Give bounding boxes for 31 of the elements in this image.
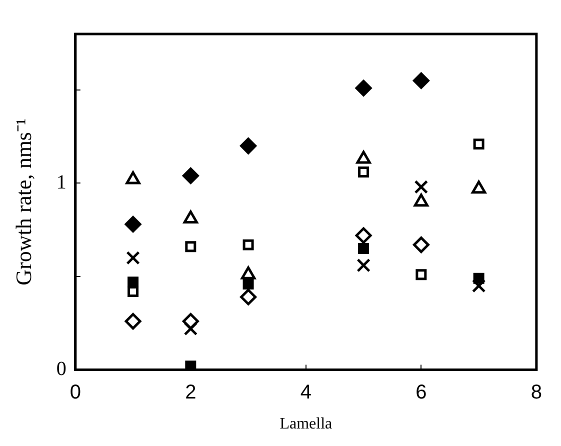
point [416,269,427,280]
point [240,288,257,306]
point [414,180,428,194]
point [240,138,257,154]
point [412,236,430,254]
point [184,322,198,336]
point [355,227,372,244]
point [128,276,139,288]
point [128,286,139,297]
y-axis-title: Growth rate, nms⁻¹ [10,118,36,286]
x-tick-label: 8 [530,381,542,404]
point [472,278,486,293]
point [358,166,370,178]
point [356,258,370,272]
point [355,80,372,96]
x-axis-title: Lamella [280,416,332,433]
point [182,168,199,184]
x-tick-label: 2 [185,381,196,404]
point [358,243,370,254]
point [473,138,484,150]
point [242,239,254,250]
point [124,313,142,330]
point [185,241,196,252]
point [185,360,196,370]
point [412,72,430,89]
point [126,250,140,265]
point [124,216,142,233]
point [242,278,254,290]
x-tick-label: 4 [300,381,312,404]
x-tick-label: 6 [416,381,427,404]
y-tick-label: 1 [56,171,66,194]
